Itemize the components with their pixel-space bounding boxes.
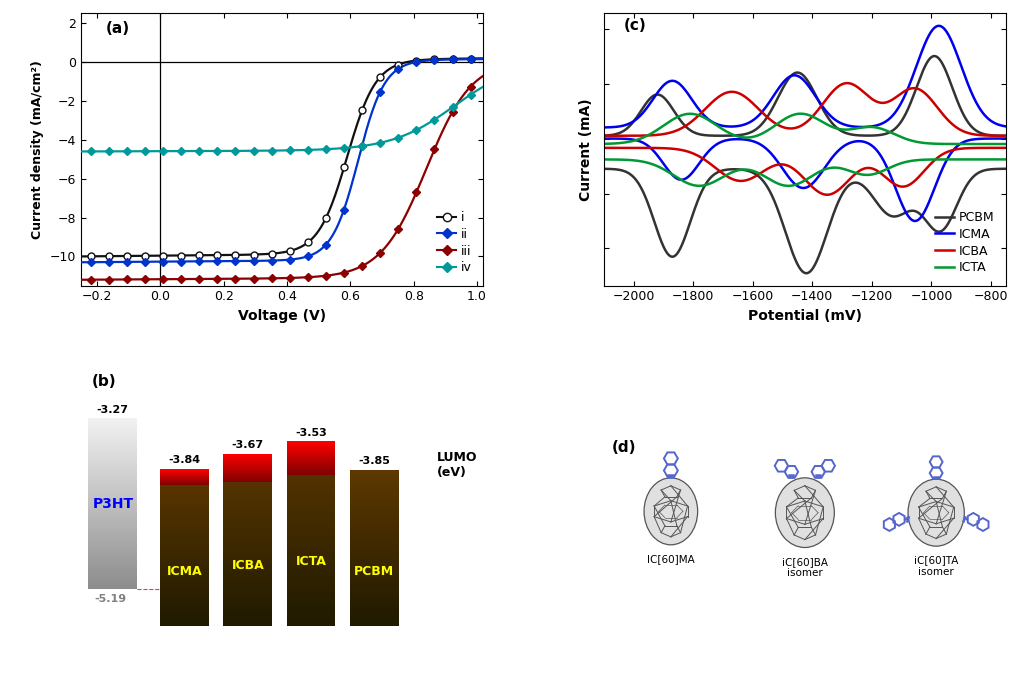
Legend: PCBM, ICMA, ICBA, ICTA: PCBM, ICMA, ICBA, ICTA: [931, 206, 1000, 279]
ICTA: [1000, 140, 1012, 148]
ICTA: [795, 110, 807, 118]
ICBA: [1000, 132, 1012, 140]
ICBA: [911, 85, 924, 93]
ICTA: [918, 139, 931, 147]
PCBM: [918, 63, 931, 71]
PCBM: [775, 87, 787, 96]
ICMA: [597, 123, 610, 131]
ICMA: [775, 81, 787, 90]
ICMA: [639, 106, 651, 114]
Line: PCBM: PCBM: [604, 56, 1006, 136]
ICMA: [918, 40, 931, 48]
Text: (c): (c): [624, 17, 647, 33]
X-axis label: Potential (mV): Potential (mV): [748, 309, 862, 323]
ICMA: [933, 22, 945, 30]
Line: ICTA: ICTA: [604, 114, 1006, 144]
ICMA: [760, 102, 772, 110]
Y-axis label: Current (mA): Current (mA): [579, 98, 593, 201]
Line: ICBA: ICBA: [604, 83, 1006, 136]
ICTA: [597, 140, 610, 148]
ICBA: [597, 132, 610, 140]
ICBA: [841, 79, 853, 87]
ICBA: [775, 122, 787, 131]
PCBM: [1000, 132, 1012, 140]
Ellipse shape: [775, 478, 834, 548]
ICTA: [639, 133, 651, 141]
ICBA: [639, 131, 651, 139]
Line: ICMA: ICMA: [604, 26, 1006, 127]
Ellipse shape: [644, 478, 698, 545]
ICMA: [911, 60, 924, 68]
ICBA: [874, 99, 886, 107]
Text: iC[60]BA
isomer: iC[60]BA isomer: [782, 557, 828, 579]
ICTA: [874, 125, 886, 133]
PCBM: [929, 52, 941, 60]
X-axis label: Voltage (V): Voltage (V): [238, 309, 326, 323]
Ellipse shape: [908, 479, 964, 546]
ICTA: [760, 127, 772, 135]
ICMA: [1000, 122, 1012, 131]
PCBM: [597, 131, 610, 139]
Legend: i, ii, iii, iv: i, ii, iii, iv: [433, 206, 478, 279]
ICBA: [918, 90, 931, 98]
ICTA: [911, 138, 924, 146]
ICMA: [874, 120, 886, 129]
PCBM: [874, 131, 886, 139]
PCBM: [639, 101, 651, 109]
ICBA: [760, 112, 772, 120]
Text: (d): (d): [612, 440, 636, 456]
Y-axis label: Current density (mA/cm²): Current density (mA/cm²): [31, 60, 45, 239]
Text: iC[60]TA
isomer: iC[60]TA isomer: [914, 555, 958, 577]
Text: (a): (a): [106, 20, 129, 36]
Text: IC[60]MA: IC[60]MA: [647, 554, 695, 564]
PCBM: [911, 81, 924, 90]
PCBM: [760, 114, 772, 122]
ICTA: [775, 117, 787, 125]
